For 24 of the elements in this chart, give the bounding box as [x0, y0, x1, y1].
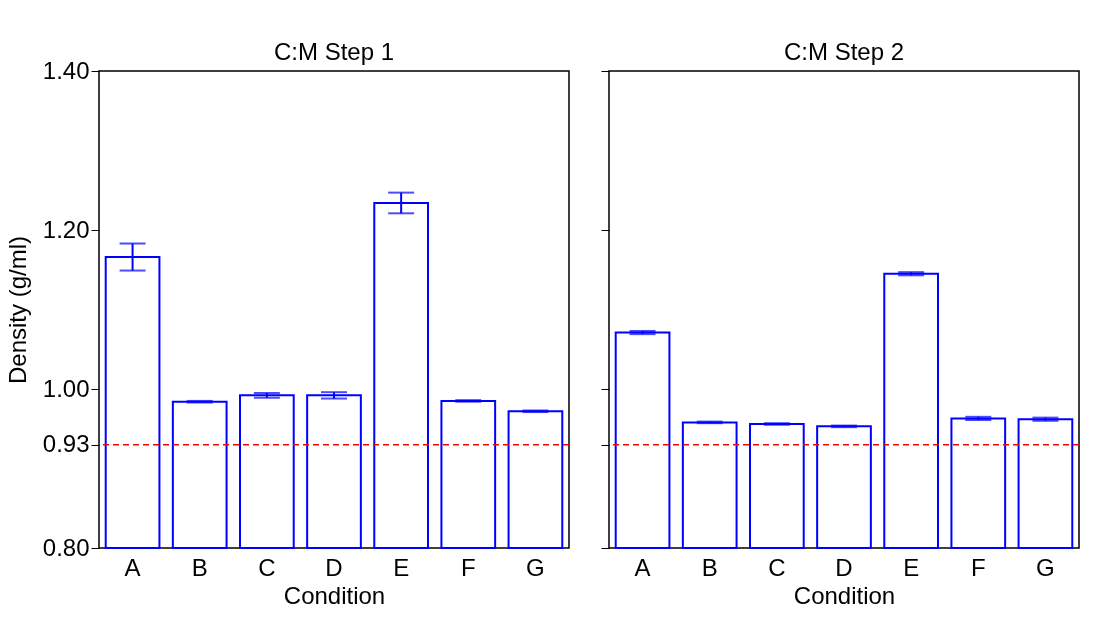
x-tick-label: C — [768, 553, 786, 581]
x-tick-label: C — [258, 553, 276, 581]
y-tick-label: 1.00 — [42, 374, 90, 402]
y-tick-label: 0.93 — [42, 430, 90, 458]
x-tick-label: D — [325, 553, 343, 581]
x-tick-label: A — [124, 553, 141, 581]
y-tick-label: 1.40 — [42, 56, 90, 84]
x-tick-label: E — [393, 553, 410, 581]
x-tick-label: D — [835, 553, 853, 581]
y-tick-label: 1.20 — [42, 215, 90, 243]
y-axis-title: Density (g/ml) — [3, 235, 31, 385]
x-tick-label: F — [970, 553, 986, 581]
chart-title: C:M Step 1 — [273, 38, 395, 65]
x-tick-label: A — [634, 553, 651, 581]
x-tick-label: G — [1036, 553, 1055, 581]
chart-title: C:M Step 2 — [783, 38, 905, 65]
x-tick-label: F — [460, 553, 476, 581]
x-tick-label: B — [191, 553, 208, 581]
x-axis-title: Condition — [283, 581, 386, 609]
x-axis-title: Condition — [793, 581, 896, 609]
x-tick-label: G — [526, 553, 545, 581]
x-tick-label: E — [903, 553, 920, 581]
x-tick-label: B — [701, 553, 718, 581]
y-tick-label: 0.80 — [42, 533, 90, 561]
